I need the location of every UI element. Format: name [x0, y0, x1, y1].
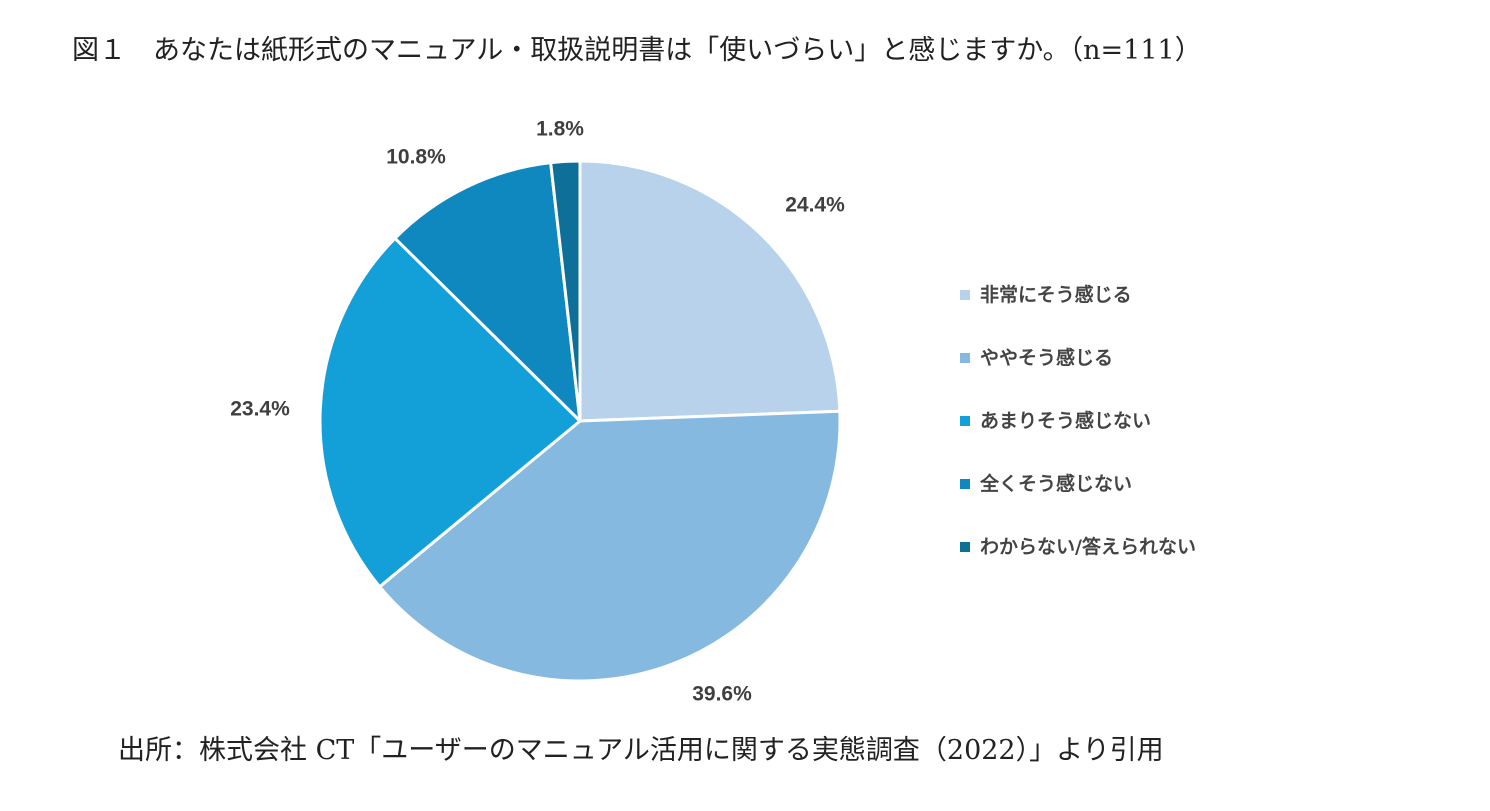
- source-note: 出所：株式会社 CT「ユーザーのマニュアル活用に関する実態調査（2022）」より…: [118, 735, 1164, 766]
- legend-label-5: わからない/答えられない: [980, 535, 1196, 558]
- pie-slice-2: [378, 409, 842, 683]
- pie-slice-1: [578, 159, 842, 423]
- chart-title: 図１ あなたは紙形式のマニュアル・取扱説明書は「使いづらい」と感じますか。（n=…: [72, 35, 1202, 66]
- pie-slice-3: [318, 236, 582, 589]
- data-label-5: 1.8%: [536, 118, 584, 141]
- legend-swatch-5: [960, 542, 970, 552]
- legend: 非常にそう感じるややそう感じるあまりそう感じない全くそう感じないわからない/答え…: [960, 283, 1196, 558]
- legend-label-2: ややそう感じる: [980, 346, 1113, 369]
- pie-slices: [318, 159, 842, 683]
- pie-slice-5: [549, 159, 582, 423]
- legend-label-4: 全くそう感じない: [979, 472, 1132, 495]
- legend-swatch-3: [960, 416, 970, 426]
- legend-label-3: あまりそう感じない: [980, 409, 1151, 432]
- legend-swatch-1: [960, 290, 970, 300]
- pie-slice-4: [393, 161, 582, 423]
- legend-swatch-2: [960, 353, 970, 363]
- data-label-2: 39.6%: [692, 683, 752, 706]
- data-label-3: 23.4%: [230, 398, 290, 421]
- legend-label-1: 非常にそう感じる: [980, 283, 1132, 306]
- data-labels: 24.4% 39.6% 23.4% 10.8% 1.8%: [230, 118, 845, 706]
- pie-chart: 24.4% 39.6% 23.4% 10.8% 1.8% 非常にそう感じるややそう感じる…: [230, 118, 1196, 706]
- data-label-1: 24.4%: [785, 194, 845, 217]
- data-label-4: 10.8%: [386, 146, 446, 169]
- legend-swatch-4: [960, 479, 970, 489]
